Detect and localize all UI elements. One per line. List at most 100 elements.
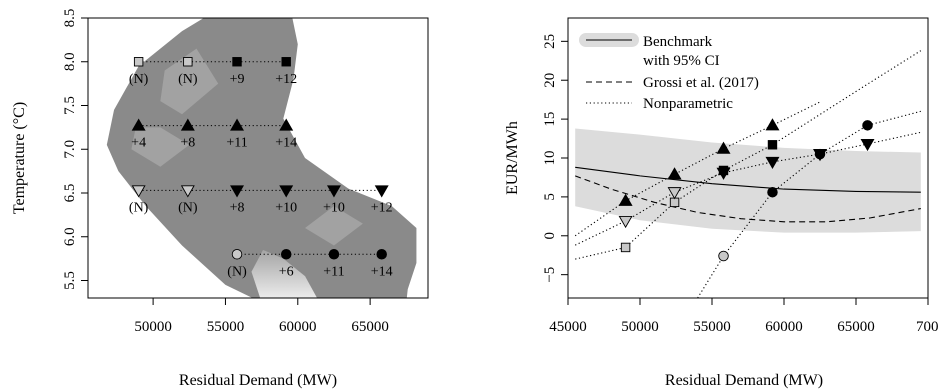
row-2-label-1: (N)	[178, 200, 198, 215]
right-circle-marker-3	[862, 120, 873, 131]
left-y-tick-label-1: 6.0	[62, 227, 78, 246]
left-x-axis-label: Residual Demand (MW)	[179, 372, 337, 389]
row-markers	[131, 57, 389, 260]
left-panel-temperature-vs-demand: (N) (N) +9 +12 +4 +8 +11 +14 (N) (N) +8 +10 +10 +12 (N…	[11, 9, 429, 389]
right-y-tick-label-2: 5	[542, 193, 558, 201]
row-0-marker-1	[183, 57, 193, 67]
legend: Benchmark with 95% CI Grossi et al. (2017)…	[579, 33, 759, 112]
right-triangle-down-marker-2	[716, 167, 731, 180]
right-x-tick-label-1: 50000	[621, 319, 659, 335]
left-y-tick-label-0: 5.5	[62, 271, 78, 290]
legend-benchmark-ci-label: with 95% CI	[643, 53, 720, 69]
right-square-marker-0	[620, 242, 631, 253]
row-2-marker-3	[279, 185, 294, 198]
left-x-tick-label-0: 50000	[134, 319, 172, 335]
right-y-tick-label-1: 0	[542, 232, 558, 240]
left-y-tick-label-6: 8.5	[62, 9, 78, 28]
row-2-label-3: +10	[275, 200, 297, 215]
right-triangle-down-marker-5	[860, 138, 875, 152]
row-0-marker-3	[281, 57, 291, 67]
left-y-tick-label-3: 7.0	[62, 140, 78, 159]
left-y-tick-label-5: 8.0	[62, 52, 78, 71]
row-2-marker-2	[230, 185, 244, 198]
row-3-marker-1	[280, 248, 292, 260]
left-y-tick-label-4: 7.5	[62, 96, 78, 115]
row-3-label-2: +11	[323, 264, 344, 279]
row-1-label-3: +14	[275, 136, 297, 151]
right-y-axis: −5 0 5 10 15 20 25	[542, 34, 568, 283]
nonparametric-line-circle	[697, 110, 921, 298]
legend-grossi-label: Grossi et al. (2017)	[643, 75, 759, 91]
right-y-tick-label-5: 20	[542, 73, 558, 88]
right-y-tick-label-0: −5	[542, 267, 558, 283]
right-circle-marker-1	[767, 186, 778, 198]
row-1-label-2: +11	[226, 136, 247, 151]
ci-band	[575, 128, 921, 233]
legend-benchmark-label: Benchmark	[643, 34, 713, 50]
data-support-region	[106, 18, 417, 298]
nonparametric-line-square	[575, 50, 922, 260]
right-square-marker-3	[767, 140, 778, 150]
row-0-marker-2	[232, 57, 242, 67]
left-y-axis: 5.5 6.0 6.5 7.0 7.5 8.0 8.5	[62, 9, 88, 290]
row-2-marker-0	[131, 185, 146, 198]
region-light-bottom	[251, 249, 318, 298]
row-3-label-0: (N)	[227, 264, 247, 279]
right-y-tick-label-4: 15	[542, 112, 558, 127]
right-y-tick-label-3: 10	[542, 151, 558, 166]
grossi-line	[575, 175, 921, 223]
right-panel-price-effect: 45000 50000 55000 60000 65000 700 −5 0 5 10 15 20 2…	[504, 17, 939, 389]
right-x-tick-label-4: 65000	[837, 319, 875, 335]
legend-nonparametric-label: Nonparametric	[643, 96, 733, 112]
right-y-axis-label: EUR/MWh	[504, 121, 521, 195]
left-x-axis: 50000 55000 60000 65000	[134, 298, 389, 335]
row-0-label-0: (N)	[129, 72, 149, 87]
right-x-axis: 45000 50000 55000 60000 65000 700	[549, 298, 939, 335]
series-markers	[618, 118, 875, 262]
right-triangle-up-marker-1	[667, 167, 682, 180]
right-triangle-down-marker-3	[765, 156, 780, 169]
row-3-marker-3	[376, 248, 387, 260]
right-x-tick-label-2: 55000	[693, 319, 731, 335]
row-0-label-2: +9	[230, 72, 245, 87]
left-x-tick-label-2: 60000	[279, 319, 317, 335]
row-2-label-0: (N)	[129, 200, 149, 215]
right-x-tick-label-3: 60000	[765, 319, 803, 335]
right-triangle-up-marker-0	[618, 193, 633, 206]
left-y-axis-label: Temperature (°C)	[11, 102, 28, 214]
row-1-marker-3	[279, 118, 294, 131]
row-3-label-3: +14	[371, 264, 393, 279]
right-y-tick-label-6: 25	[542, 34, 558, 49]
nonparametric-line-triangle-down	[574, 131, 921, 246]
right-circle-marker-2	[814, 148, 826, 160]
region-band-upper	[160, 48, 219, 115]
row-1-label-0: +4	[131, 136, 146, 151]
right-square-marker-1	[669, 197, 680, 208]
row-effect-labels: (N) (N) +9 +12 +4 +8 +11 +14 (N) (N) +8 +10 +10 +12 (N…	[129, 72, 393, 280]
row-1-label-1: +8	[180, 136, 195, 151]
row-1-marker-0	[131, 118, 146, 131]
right-x-tick-label-5: 700	[916, 319, 939, 335]
row-3-marker-0	[231, 248, 243, 260]
row-1-marker-1	[180, 118, 195, 131]
row-2-label-5: +12	[371, 200, 393, 215]
row-2-marker-1	[180, 185, 195, 198]
row-0-marker-0	[133, 57, 144, 67]
series-lines	[574, 50, 922, 298]
right-x-tick-label-0: 45000	[549, 319, 587, 335]
right-triangle-down-marker-0	[618, 215, 633, 229]
row-0-label-3: +12	[275, 72, 297, 87]
row-connector-lines	[138, 61, 382, 255]
right-circle-marker-0	[718, 250, 729, 262]
row-0-label-1: (N)	[178, 72, 198, 87]
row-2-label-2: +8	[230, 200, 245, 215]
right-triangle-up-marker-3	[765, 118, 780, 131]
left-y-tick-label-2: 6.5	[62, 184, 78, 203]
region-band-lower	[305, 206, 363, 246]
row-2-marker-5	[374, 185, 389, 198]
row-3-label-1: +6	[279, 264, 294, 279]
left-plot-frame	[87, 17, 429, 299]
benchmark-line	[575, 166, 921, 193]
left-x-tick-label-1: 55000	[207, 319, 245, 335]
